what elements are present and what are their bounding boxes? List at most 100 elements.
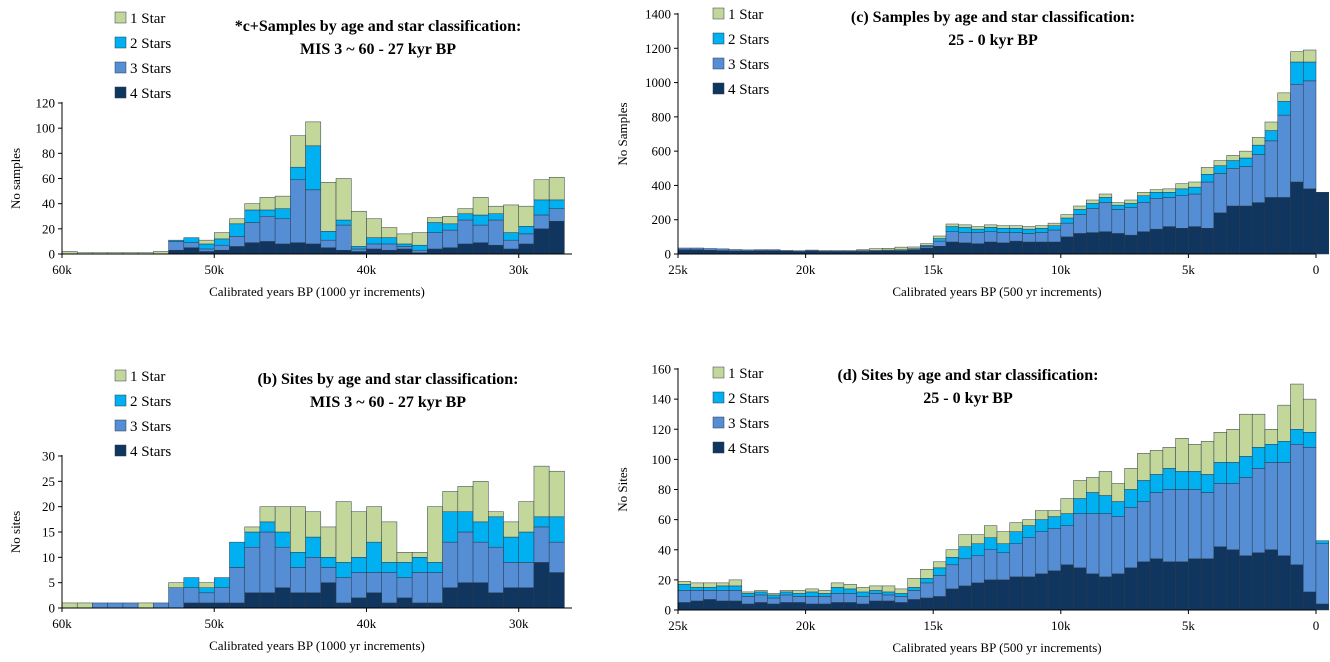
legend-label-four-stars: 4 Stars [130, 86, 171, 102]
bar-segment-two-stars [1213, 165, 1227, 174]
y-tick-label: 200 [652, 212, 672, 227]
bar-segment-one-star [472, 197, 489, 216]
bar-segment-three-stars [1124, 207, 1138, 236]
bar-segment-two-stars [754, 591, 768, 596]
bar-segment-three-stars [716, 590, 730, 602]
bar-segment-two-stars [1124, 203, 1138, 208]
bar-segment-two-stars [244, 531, 261, 548]
bar-segment-one-star [305, 511, 322, 538]
legend-swatch-four-stars [114, 444, 127, 457]
bar-segment-three-stars [1137, 501, 1151, 563]
bar-segment-three-stars [1175, 489, 1189, 563]
bar-segment-three-stars [894, 596, 908, 603]
bar-segment-three-stars [971, 232, 985, 244]
bar-segment-one-star [1111, 483, 1125, 502]
bar-segment-one-star [1149, 189, 1164, 193]
bar-segment-four-stars [1239, 205, 1253, 255]
bar-segment-two-stars [320, 557, 337, 568]
bar-segment-three-stars [792, 250, 806, 252]
bar-segment-three-stars [1200, 181, 1215, 229]
bar-segment-three-stars [971, 555, 985, 584]
bar-segment-four-stars [1098, 576, 1113, 611]
bar-segment-one-star [856, 587, 870, 593]
bar-segment-two-stars [183, 577, 200, 588]
y-tick-label: 20 [42, 499, 55, 514]
bar-segment-two-stars [518, 226, 535, 235]
bar-segment-two-stars [1188, 471, 1202, 490]
bar-segment-four-stars [503, 587, 519, 609]
bar-segment-four-stars [488, 592, 504, 609]
bar-segment-two-stars [1022, 228, 1036, 234]
bar-segment-one-star [1175, 438, 1189, 472]
y-tick-label: 160 [652, 362, 672, 377]
bar-segment-one-star [716, 582, 730, 587]
bar-segment-three-stars [351, 248, 367, 252]
y-tick-label: 100 [36, 121, 56, 136]
bar-segment-three-stars [1213, 483, 1227, 547]
bar-segment-four-stars [457, 582, 474, 609]
bar-segment-three-stars [213, 587, 230, 604]
bar-segment-three-stars [1073, 214, 1087, 234]
bar-segment-four-stars [427, 602, 443, 609]
legend-swatch-four-stars [114, 86, 127, 99]
y-tick-label: 40 [42, 196, 55, 211]
bar-segment-three-stars [716, 248, 730, 251]
bar-segment-three-stars [244, 546, 261, 594]
bar-segment-three-stars [1035, 232, 1049, 243]
bar-segment-three-stars [533, 526, 550, 563]
bar-segment-three-stars [983, 549, 998, 581]
legend-swatch-one-star [114, 369, 127, 382]
bar-segment-four-stars [716, 250, 730, 255]
bar-segment-four-stars [703, 249, 717, 255]
bar-segment-one-star [779, 590, 794, 593]
y-tick-label: 80 [658, 482, 671, 497]
bar-segment-two-stars [945, 557, 959, 566]
bar-segment-four-stars [716, 600, 730, 611]
bar-segment-three-stars [305, 189, 322, 245]
bar-segment-three-stars [1060, 525, 1074, 566]
y-axis-label: No sites [8, 511, 23, 553]
bar-segment-four-stars [198, 602, 215, 609]
bar-segment-two-stars [168, 239, 185, 242]
bar-segment-four-stars [1226, 205, 1240, 255]
bar-segment-three-stars [818, 250, 832, 252]
bar-segment-four-stars [1162, 561, 1176, 611]
bar-segment-one-star [1239, 413, 1253, 457]
bar-segment-three-stars [1226, 168, 1240, 207]
bar-segment-one-star [932, 561, 947, 569]
bar-segment-four-stars [244, 592, 261, 609]
bar-segment-four-stars [244, 242, 261, 255]
bar-segment-three-stars [1277, 114, 1291, 198]
bar-segment-four-stars [894, 602, 908, 611]
bar-segment-four-stars [1047, 241, 1062, 255]
bar-segment-one-star [677, 581, 692, 585]
y-tick-label: 25 [42, 474, 55, 489]
bar-segment-four-stars [320, 247, 337, 255]
x-tick-label: 0 [1313, 618, 1320, 633]
bar-segment-four-stars [351, 597, 367, 609]
legend-label-three-stars: 3 Stars [130, 419, 171, 435]
bar-segment-two-stars [1277, 101, 1291, 116]
legend-label-one-star: 1 Star [130, 11, 165, 27]
bar-segment-one-star [996, 225, 1011, 229]
bar-segment-one-star [229, 218, 245, 225]
y-tick-label: 0 [665, 247, 672, 262]
bar-segment-four-stars [1009, 240, 1023, 255]
legend-swatch-two-stars [114, 36, 127, 49]
bar-segment-one-star [427, 217, 443, 223]
x-tick-label: 50k [204, 262, 224, 277]
bar-segment-two-stars [457, 213, 474, 221]
bar-segment-three-stars [229, 236, 245, 247]
bar-segment-three-stars [198, 592, 215, 604]
bar-segment-four-stars [427, 248, 443, 255]
bar-segment-three-stars [741, 249, 755, 252]
bar-segment-two-stars [1124, 489, 1138, 508]
bar-segment-three-stars [290, 179, 306, 243]
bar-segment-three-stars [1022, 537, 1036, 578]
bar-segment-four-stars [396, 597, 413, 609]
bar-segment-three-stars [1239, 166, 1253, 207]
bar-segment-three-stars [1073, 513, 1087, 569]
bar-segment-three-stars [830, 250, 845, 252]
bar-segment-one-star [427, 506, 443, 563]
bars [677, 383, 1330, 611]
